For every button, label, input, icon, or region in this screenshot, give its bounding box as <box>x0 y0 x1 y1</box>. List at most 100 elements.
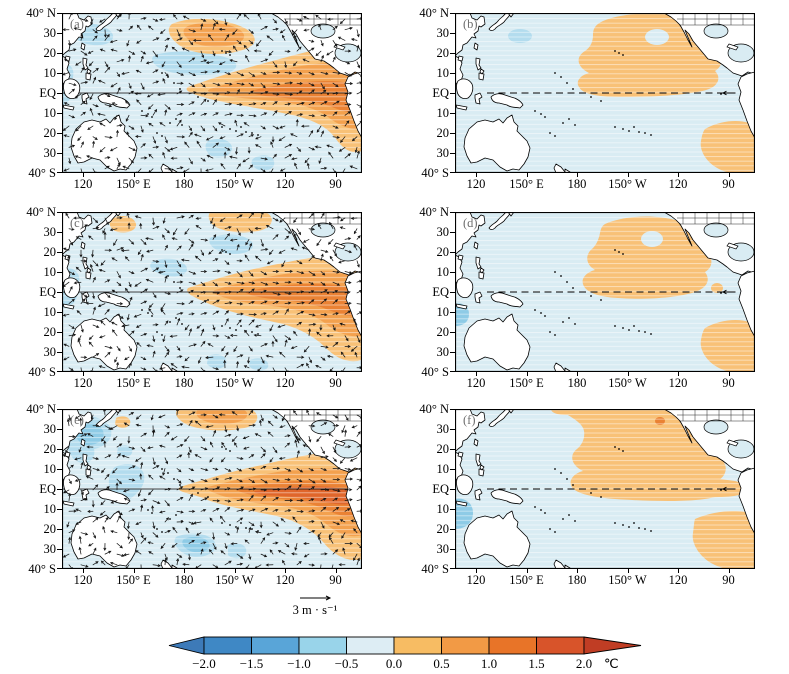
x-tick-mark <box>728 173 730 177</box>
y-tick-mark <box>57 429 62 430</box>
x-tick-label: 150° W <box>215 376 254 390</box>
y-tick-label: 40° S <box>28 166 56 180</box>
x-tick-mark <box>184 569 185 573</box>
y-tick-label: 20 <box>436 442 450 456</box>
x-tick-mark <box>728 569 730 573</box>
x-tick-label: 120 <box>466 177 486 191</box>
colorbar-tick-label: −0.5 <box>334 656 359 671</box>
y-tick-label: 30 <box>43 422 57 436</box>
y-tick-mark <box>450 549 455 550</box>
panel-d-map <box>455 212 755 372</box>
x-tick-mark <box>678 569 679 573</box>
x-tick-mark <box>526 569 528 573</box>
x-tick-mark <box>526 173 528 177</box>
y-tick-label: 10 <box>43 66 57 80</box>
x-tick-label: 180 <box>174 177 194 191</box>
x-tick-mark <box>728 372 730 376</box>
y-tick-mark <box>57 312 62 313</box>
y-tick-mark <box>57 13 62 14</box>
y-tick-mark <box>57 53 62 54</box>
y-tick-label: 10 <box>43 106 57 120</box>
y-tick-label: 30 <box>43 542 57 556</box>
y-tick-mark <box>57 133 62 134</box>
y-tick-label: 40° N <box>419 205 449 219</box>
panel-c-map <box>62 212 362 372</box>
panel-e-label: (e) <box>70 413 84 427</box>
y-tick-mark <box>57 73 62 74</box>
y-tick-mark <box>450 53 455 54</box>
y-tick-mark <box>57 352 62 353</box>
y-tick-label: 10 <box>43 502 57 516</box>
y-tick-label: 40° N <box>26 205 56 219</box>
y-tick-label: 40° S <box>28 562 56 576</box>
y-tick-mark <box>450 13 455 14</box>
x-tick-mark <box>627 569 629 573</box>
y-tick-label: 20 <box>43 46 57 60</box>
y-tick-label: 10 <box>436 106 450 120</box>
y-tick-label: 10 <box>436 305 450 319</box>
x-tick-label: 90 <box>329 573 342 587</box>
y-tick-label: 10 <box>43 305 57 319</box>
y-tick-mark <box>57 172 62 173</box>
y-tick-mark <box>57 469 62 470</box>
x-tick-label: 120 <box>668 573 688 587</box>
panel-b-label: (b) <box>463 17 478 31</box>
panel-c-label: (c) <box>70 216 84 230</box>
y-tick-mark <box>57 292 62 293</box>
x-tick-label: 180 <box>567 376 587 390</box>
panel-f-label: (f) <box>463 413 476 427</box>
y-tick-label: 20 <box>43 126 57 140</box>
y-tick-mark <box>57 449 62 450</box>
y-tick-mark <box>57 252 62 253</box>
colorbar-tick-label: 1.5 <box>528 656 545 671</box>
x-tick-label: 150° E <box>509 573 544 587</box>
x-tick-mark <box>577 569 578 573</box>
y-tick-label: 20 <box>43 245 57 259</box>
y-tick-mark <box>450 449 455 450</box>
x-tick-mark <box>184 173 185 177</box>
x-tick-mark <box>133 372 135 376</box>
x-tick-label: 120 <box>73 376 93 390</box>
x-tick-label: 150° E <box>116 177 151 191</box>
x-tick-label: 120 <box>275 573 295 587</box>
panel-a-map <box>62 13 362 173</box>
x-tick-mark <box>335 372 337 376</box>
y-tick-mark <box>450 133 455 134</box>
y-tick-mark <box>450 352 455 353</box>
x-tick-label: 150° W <box>608 573 647 587</box>
x-tick-mark <box>285 173 286 177</box>
y-tick-label: 20 <box>43 522 57 536</box>
y-tick-label: EQ <box>432 86 449 100</box>
y-tick-mark <box>57 529 62 530</box>
y-tick-label: 20 <box>43 325 57 339</box>
y-tick-label: 10 <box>436 502 450 516</box>
x-tick-mark <box>285 569 286 573</box>
y-tick-mark <box>450 272 455 273</box>
y-tick-label: 30 <box>43 146 57 160</box>
x-tick-mark <box>627 173 629 177</box>
x-tick-label: 180 <box>174 376 194 390</box>
x-tick-mark <box>133 173 135 177</box>
y-tick-label: 40° S <box>421 562 449 576</box>
y-tick-mark <box>57 549 62 550</box>
x-tick-mark <box>678 372 679 376</box>
y-tick-label: EQ <box>432 285 449 299</box>
y-tick-mark <box>450 153 455 154</box>
y-tick-label: 30 <box>43 345 57 359</box>
y-tick-label: 20 <box>436 522 450 536</box>
y-tick-label: 40° N <box>419 402 449 416</box>
y-tick-mark <box>57 153 62 154</box>
colorbar-tick-label: 0.5 <box>433 656 450 671</box>
x-tick-label: 150° W <box>608 177 647 191</box>
y-tick-mark <box>450 172 455 173</box>
y-tick-label: EQ <box>432 482 449 496</box>
x-tick-mark <box>526 372 528 376</box>
y-tick-label: 30 <box>43 225 57 239</box>
y-tick-mark <box>450 73 455 74</box>
x-tick-label: 120 <box>466 376 486 390</box>
y-tick-mark <box>450 469 455 470</box>
y-tick-mark <box>57 212 62 213</box>
y-tick-label: 20 <box>436 325 450 339</box>
x-tick-label: 180 <box>174 573 194 587</box>
